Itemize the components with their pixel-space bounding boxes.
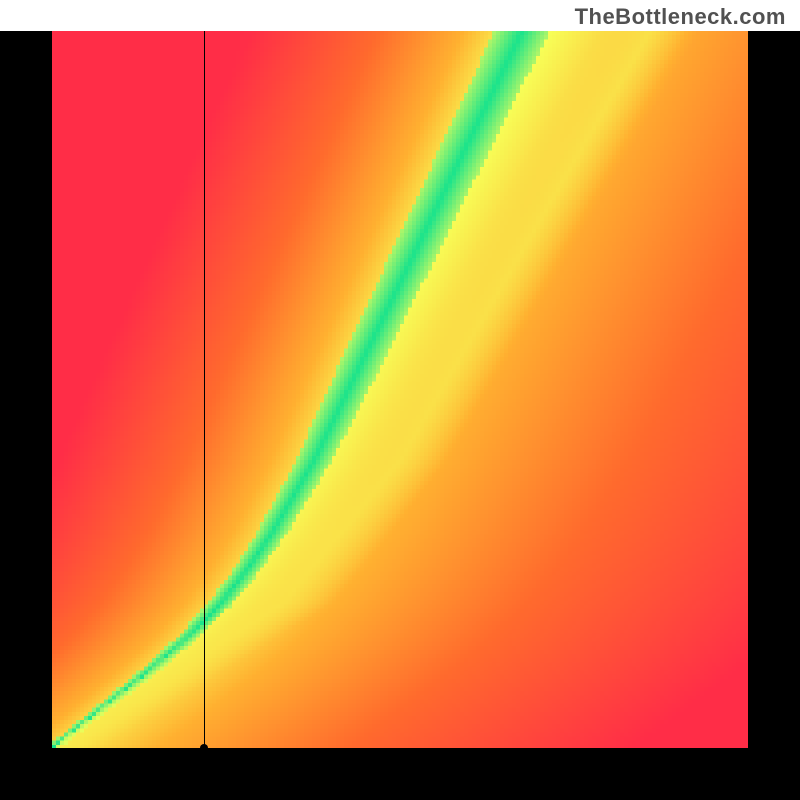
- selection-marker: [200, 744, 208, 752]
- heatmap-plot: [52, 31, 748, 749]
- watermark-text: TheBottleneck.com: [575, 4, 786, 30]
- chart-frame: [0, 31, 800, 800]
- crosshair-vertical: [204, 31, 205, 749]
- heatmap-canvas: [52, 31, 748, 749]
- crosshair-horizontal: [52, 748, 748, 749]
